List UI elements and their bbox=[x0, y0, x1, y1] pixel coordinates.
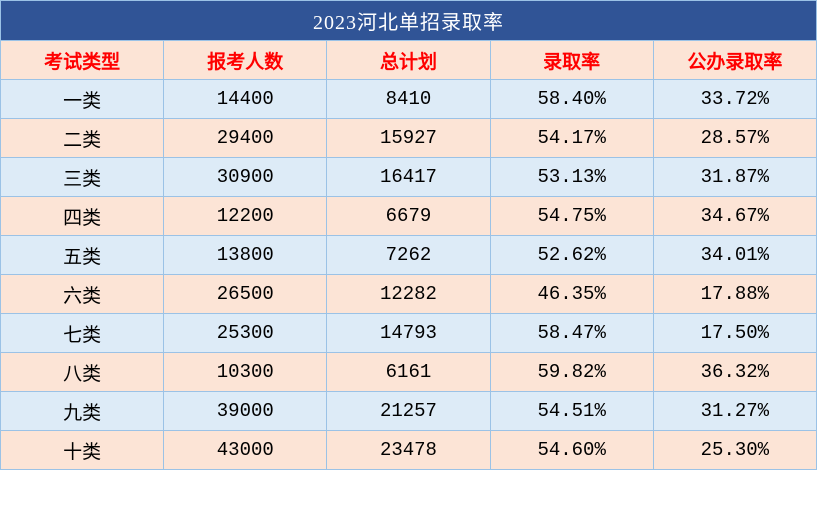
cell-plan: 23478 bbox=[327, 431, 490, 470]
cell-plan: 14793 bbox=[327, 314, 490, 353]
cell-applicants: 29400 bbox=[164, 119, 327, 158]
col-header-rate: 录取率 bbox=[490, 41, 653, 80]
cell-type: 十类 bbox=[1, 431, 164, 470]
cell-applicants: 43000 bbox=[164, 431, 327, 470]
cell-public-rate: 17.88% bbox=[653, 275, 816, 314]
cell-public-rate: 34.01% bbox=[653, 236, 816, 275]
cell-applicants: 26500 bbox=[164, 275, 327, 314]
table-header-row: 考试类型 报考人数 总计划 录取率 公办录取率 bbox=[1, 41, 817, 80]
cell-type: 七类 bbox=[1, 314, 164, 353]
cell-public-rate: 28.57% bbox=[653, 119, 816, 158]
cell-rate: 58.40% bbox=[490, 80, 653, 119]
col-header-type: 考试类型 bbox=[1, 41, 164, 80]
cell-type: 四类 bbox=[1, 197, 164, 236]
col-header-plan: 总计划 bbox=[327, 41, 490, 80]
cell-type: 六类 bbox=[1, 275, 164, 314]
cell-rate: 54.60% bbox=[490, 431, 653, 470]
cell-plan: 16417 bbox=[327, 158, 490, 197]
cell-plan: 15927 bbox=[327, 119, 490, 158]
cell-type: 八类 bbox=[1, 353, 164, 392]
cell-applicants: 12200 bbox=[164, 197, 327, 236]
cell-public-rate: 31.27% bbox=[653, 392, 816, 431]
cell-public-rate: 34.67% bbox=[653, 197, 816, 236]
cell-rate: 59.82% bbox=[490, 353, 653, 392]
cell-plan: 8410 bbox=[327, 80, 490, 119]
cell-applicants: 14400 bbox=[164, 80, 327, 119]
cell-rate: 46.35% bbox=[490, 275, 653, 314]
col-header-applicants: 报考人数 bbox=[164, 41, 327, 80]
cell-applicants: 30900 bbox=[164, 158, 327, 197]
table-row: 六类 26500 12282 46.35% 17.88% bbox=[1, 275, 817, 314]
table-row: 九类 39000 21257 54.51% 31.27% bbox=[1, 392, 817, 431]
table-title-row: 2023河北单招录取率 bbox=[1, 1, 817, 41]
cell-rate: 54.17% bbox=[490, 119, 653, 158]
cell-applicants: 25300 bbox=[164, 314, 327, 353]
cell-applicants: 13800 bbox=[164, 236, 327, 275]
col-header-public-rate: 公办录取率 bbox=[653, 41, 816, 80]
cell-plan: 6679 bbox=[327, 197, 490, 236]
cell-type: 三类 bbox=[1, 158, 164, 197]
cell-plan: 12282 bbox=[327, 275, 490, 314]
cell-public-rate: 36.32% bbox=[653, 353, 816, 392]
table-row: 一类 14400 8410 58.40% 33.72% bbox=[1, 80, 817, 119]
admission-table-container: 2023河北单招录取率 考试类型 报考人数 总计划 录取率 公办录取率 一类 1… bbox=[0, 0, 817, 470]
table-row: 七类 25300 14793 58.47% 17.50% bbox=[1, 314, 817, 353]
table-row: 八类 10300 6161 59.82% 36.32% bbox=[1, 353, 817, 392]
cell-type: 二类 bbox=[1, 119, 164, 158]
cell-public-rate: 25.30% bbox=[653, 431, 816, 470]
cell-type: 一类 bbox=[1, 80, 164, 119]
cell-rate: 52.62% bbox=[490, 236, 653, 275]
cell-plan: 21257 bbox=[327, 392, 490, 431]
cell-applicants: 39000 bbox=[164, 392, 327, 431]
table-row: 五类 13800 7262 52.62% 34.01% bbox=[1, 236, 817, 275]
table-row: 三类 30900 16417 53.13% 31.87% bbox=[1, 158, 817, 197]
table-title: 2023河北单招录取率 bbox=[1, 1, 817, 41]
table-row: 四类 12200 6679 54.75% 34.67% bbox=[1, 197, 817, 236]
table-row: 二类 29400 15927 54.17% 28.57% bbox=[1, 119, 817, 158]
cell-public-rate: 33.72% bbox=[653, 80, 816, 119]
cell-rate: 58.47% bbox=[490, 314, 653, 353]
cell-applicants: 10300 bbox=[164, 353, 327, 392]
admission-table: 2023河北单招录取率 考试类型 报考人数 总计划 录取率 公办录取率 一类 1… bbox=[0, 0, 817, 470]
cell-type: 五类 bbox=[1, 236, 164, 275]
cell-rate: 53.13% bbox=[490, 158, 653, 197]
cell-plan: 7262 bbox=[327, 236, 490, 275]
cell-plan: 6161 bbox=[327, 353, 490, 392]
cell-type: 九类 bbox=[1, 392, 164, 431]
cell-rate: 54.75% bbox=[490, 197, 653, 236]
cell-public-rate: 31.87% bbox=[653, 158, 816, 197]
cell-public-rate: 17.50% bbox=[653, 314, 816, 353]
table-row: 十类 43000 23478 54.60% 25.30% bbox=[1, 431, 817, 470]
cell-rate: 54.51% bbox=[490, 392, 653, 431]
